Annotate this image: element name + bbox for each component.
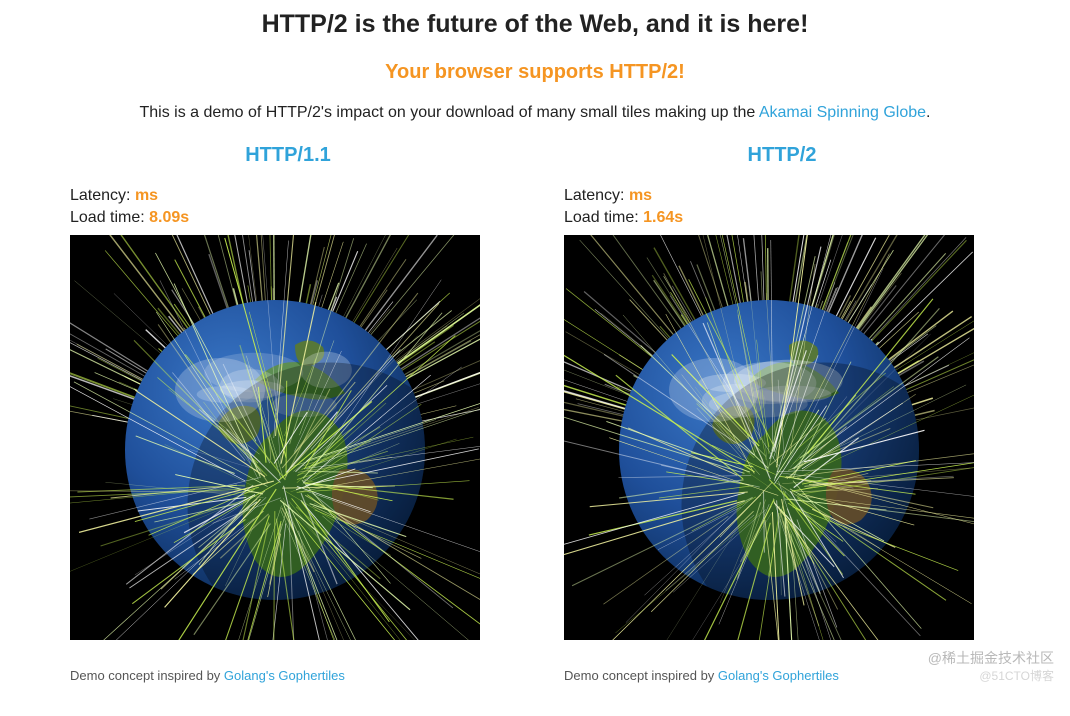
loadtime-label: Load time:	[564, 209, 643, 226]
loadtime-label: Load time:	[70, 209, 149, 226]
credit-http1: Demo concept inspired by Golang's Gopher…	[70, 668, 506, 683]
latency-metric-http1: Latency: ms	[70, 187, 506, 205]
loadtime-value: 8.09s	[149, 209, 189, 226]
akamai-globe-link[interactable]: Akamai Spinning Globe	[759, 104, 926, 121]
globe-http2	[564, 235, 974, 640]
latency-value: ms	[135, 187, 158, 204]
gophertiles-link[interactable]: Golang's Gophertiles	[718, 668, 839, 683]
latency-label: Latency:	[564, 187, 629, 204]
latency-metric-http2: Latency: ms	[564, 187, 1000, 205]
page-title: HTTP/2 is the future of the Web, and it …	[0, 10, 1070, 39]
description: This is a demo of HTTP/2's impact on you…	[0, 104, 1070, 122]
description-prefix: This is a demo of HTTP/2's impact on you…	[140, 104, 759, 121]
page-subtitle: Your browser supports HTTP/2!	[0, 61, 1070, 84]
column-http1: HTTP/1.1 Latency: ms Load time: 8.09s De…	[70, 144, 506, 683]
credit-prefix: Demo concept inspired by	[70, 668, 224, 683]
comparison-columns: HTTP/1.1 Latency: ms Load time: 8.09s De…	[0, 144, 1070, 683]
column-title-http2: HTTP/2	[564, 144, 1000, 167]
latency-label: Latency:	[70, 187, 135, 204]
loadtime-metric-http1: Load time: 8.09s	[70, 209, 506, 227]
column-http2: HTTP/2 Latency: ms Load time: 1.64s Demo…	[564, 144, 1000, 683]
column-title-http1: HTTP/1.1	[70, 144, 506, 167]
globe-image-icon	[70, 235, 480, 640]
loadtime-metric-http2: Load time: 1.64s	[564, 209, 1000, 227]
gophertiles-link[interactable]: Golang's Gophertiles	[224, 668, 345, 683]
globe-image-icon	[564, 235, 974, 640]
description-suffix: .	[926, 104, 930, 121]
globe-http1	[70, 235, 480, 640]
loadtime-value: 1.64s	[643, 209, 683, 226]
latency-value: ms	[629, 187, 652, 204]
credit-http2: Demo concept inspired by Golang's Gopher…	[564, 668, 1000, 683]
credit-prefix: Demo concept inspired by	[564, 668, 718, 683]
